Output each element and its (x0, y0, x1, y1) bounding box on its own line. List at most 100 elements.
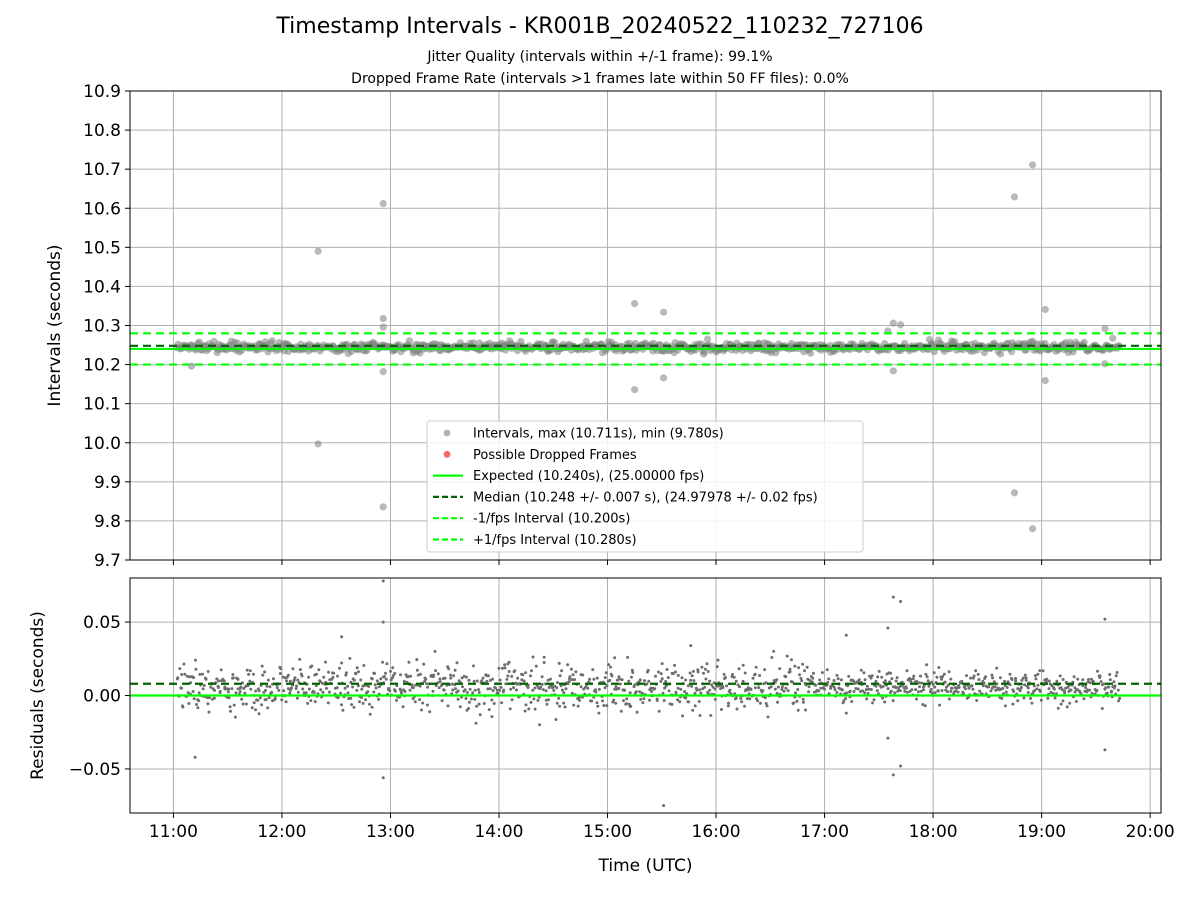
residual-point (756, 699, 760, 703)
residual-point (1035, 687, 1039, 691)
residual-point (943, 680, 947, 684)
residual-point (617, 675, 621, 679)
residual-point (1008, 672, 1012, 676)
dropped-frame-subtitle: Dropped Frame Rate (intervals >1 frames … (351, 71, 849, 87)
residual-point (573, 678, 576, 682)
residuals-y-axis-label: Residuals (seconds) (28, 611, 48, 780)
residual-point (1033, 689, 1037, 693)
residual-point (709, 714, 713, 717)
interval-outlier-point (631, 300, 639, 308)
residual-point (741, 663, 745, 667)
residual-point (451, 688, 455, 692)
interval-outlier-point (1028, 161, 1037, 169)
residual-point (614, 701, 618, 705)
residual-point (725, 684, 729, 688)
residual-point (540, 682, 544, 686)
residual-point (706, 670, 710, 673)
residual-point (620, 678, 624, 682)
residual-point (974, 669, 978, 673)
residual-point (449, 676, 453, 680)
residual-point (871, 701, 874, 705)
residual-point (638, 690, 642, 694)
residual-point (1000, 696, 1004, 700)
residual-point (495, 688, 499, 692)
residual-point (260, 664, 264, 668)
residual-point (605, 684, 609, 687)
residual-point (533, 707, 537, 711)
residual-point (1081, 684, 1085, 688)
residual-point (894, 679, 898, 683)
residual-point (808, 678, 812, 682)
residual-point (681, 714, 685, 718)
residual-point (490, 698, 494, 702)
residual-point (541, 688, 545, 692)
y-tick-label: 0.00 (83, 687, 121, 707)
intervals-panel: 9.7 9.8 9.9 10.0 10.1 10.2 10.3 10.4 10.5 10.6 10.… (45, 82, 1162, 571)
interval-point (405, 337, 413, 345)
residual-point (1045, 677, 1049, 681)
interval-outlier-point (631, 385, 639, 394)
residual-point (612, 698, 616, 702)
residual-point (864, 688, 868, 692)
residual-point (1050, 684, 1054, 688)
residual-point (1100, 707, 1104, 710)
residual-point (222, 679, 226, 683)
residual-point (192, 697, 196, 701)
residual-point (667, 689, 671, 693)
residual-point (971, 687, 975, 691)
residual-point (918, 685, 921, 689)
legend-label: Possible Dropped Frames (473, 448, 637, 463)
residual-point (506, 674, 510, 678)
residual-point (852, 690, 856, 693)
residual-point (557, 696, 561, 700)
residual-point (751, 676, 755, 680)
residual-point (344, 671, 348, 675)
residual-point (236, 677, 240, 681)
residual-outlier-point (886, 736, 890, 740)
residual-point (486, 674, 490, 678)
residual-point (1016, 687, 1020, 691)
residual-point (180, 686, 183, 690)
residual-point (865, 697, 869, 701)
residual-point (625, 697, 629, 701)
x-tick-label: 14:00 (474, 822, 523, 842)
residual-point (604, 671, 608, 675)
residual-point (375, 679, 379, 683)
residual-point (998, 676, 1002, 680)
residual-point (540, 675, 544, 679)
residual-point (993, 685, 997, 689)
residual-point (542, 661, 546, 664)
residual-point (1096, 669, 1099, 673)
residual-point (693, 691, 697, 695)
residual-point (792, 701, 796, 705)
residual-point (629, 704, 633, 708)
residual-point (784, 686, 788, 690)
residual-point (984, 675, 988, 679)
residual-point (1115, 671, 1119, 674)
residual-point (597, 711, 601, 715)
residual-point (504, 682, 508, 686)
residual-point (454, 687, 457, 691)
residual-point (1081, 678, 1085, 682)
residual-point (1011, 702, 1015, 706)
residual-point (947, 670, 951, 674)
residual-point (317, 668, 321, 672)
residual-point (249, 687, 253, 691)
y-tick-label: 10.2 (83, 356, 121, 376)
residual-point (909, 677, 913, 681)
residual-point (566, 682, 570, 686)
residual-point (820, 671, 824, 675)
residual-point (336, 696, 340, 700)
residual-point (763, 696, 767, 700)
residual-point (391, 666, 395, 670)
residual-point (388, 689, 392, 693)
residual-point (377, 685, 381, 689)
interval-outlier-point (1010, 489, 1019, 497)
residual-point (475, 704, 479, 708)
residual-point (735, 707, 739, 711)
residual-point (428, 710, 432, 714)
residual-point (1026, 686, 1030, 690)
interval-outlier-point (1041, 377, 1049, 385)
residual-point (178, 667, 182, 671)
residual-point (989, 689, 993, 693)
